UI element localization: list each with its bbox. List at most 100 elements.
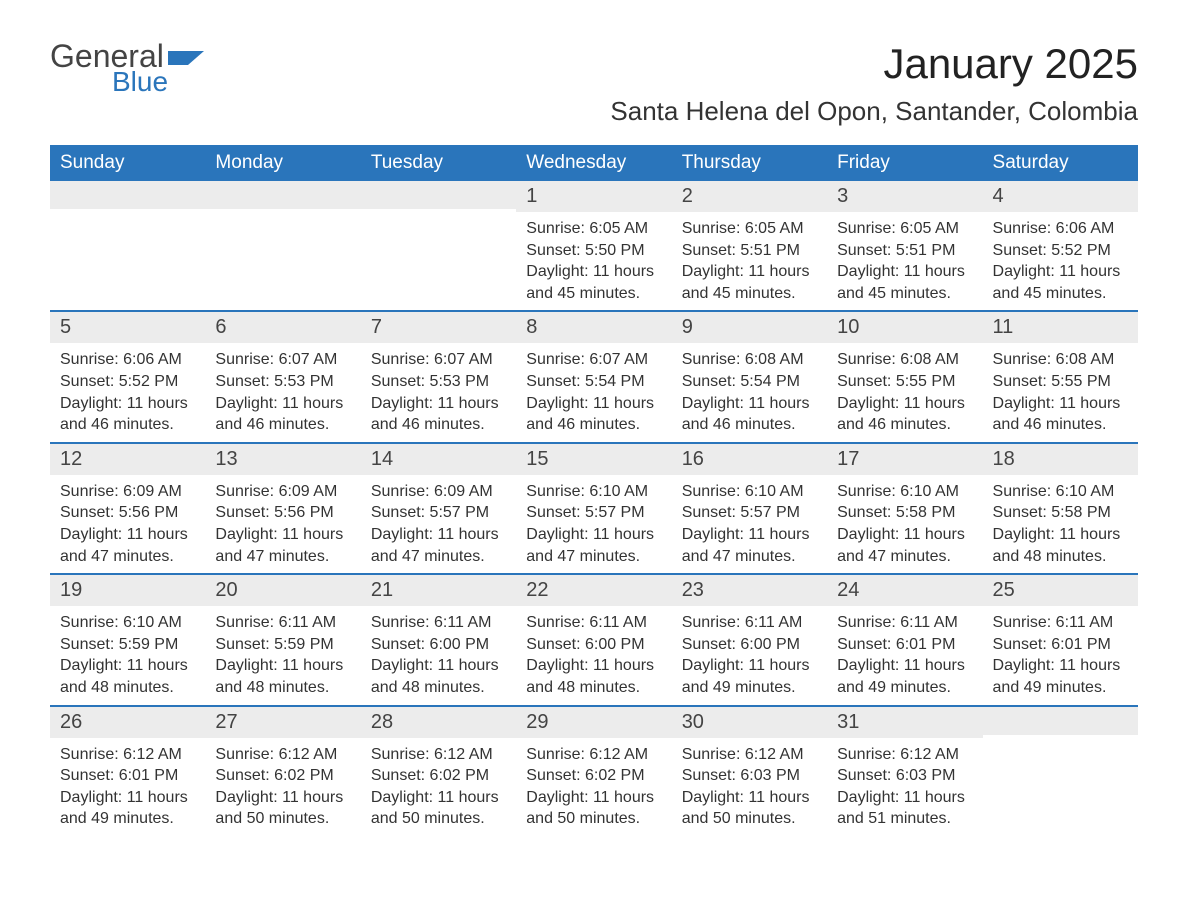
calendar-cell xyxy=(361,181,516,310)
daylight-text: Daylight: 11 hours and 49 minutes. xyxy=(60,787,195,830)
calendar-cell xyxy=(983,707,1138,836)
calendar-cell: 3Sunrise: 6:05 AMSunset: 5:51 PMDaylight… xyxy=(827,181,982,310)
cell-body: Sunrise: 6:06 AMSunset: 5:52 PMDaylight:… xyxy=(50,343,205,441)
day-number xyxy=(983,707,1138,735)
day-number: 17 xyxy=(827,444,982,475)
day-number: 2 xyxy=(672,181,827,212)
calendar-cell: 14Sunrise: 6:09 AMSunset: 5:57 PMDayligh… xyxy=(361,444,516,573)
sunset-text: Sunset: 5:56 PM xyxy=(215,502,350,524)
daylight-text: Daylight: 11 hours and 47 minutes. xyxy=(371,524,506,567)
sunset-text: Sunset: 5:54 PM xyxy=(682,371,817,393)
daylight-text: Daylight: 11 hours and 51 minutes. xyxy=(837,787,972,830)
day-number: 9 xyxy=(672,312,827,343)
cell-body: Sunrise: 6:12 AMSunset: 6:03 PMDaylight:… xyxy=(827,738,982,836)
daylight-text: Daylight: 11 hours and 47 minutes. xyxy=(215,524,350,567)
sunrise-text: Sunrise: 6:10 AM xyxy=(60,612,195,634)
sunset-text: Sunset: 6:03 PM xyxy=(682,765,817,787)
calendar-cell: 22Sunrise: 6:11 AMSunset: 6:00 PMDayligh… xyxy=(516,575,671,704)
dayhead-tuesday: Tuesday xyxy=(361,145,516,181)
cell-body: Sunrise: 6:12 AMSunset: 6:01 PMDaylight:… xyxy=(50,738,205,836)
daylight-text: Daylight: 11 hours and 45 minutes. xyxy=(682,261,817,304)
sunrise-text: Sunrise: 6:06 AM xyxy=(993,218,1128,240)
location: Santa Helena del Opon, Santander, Colomb… xyxy=(610,96,1138,127)
day-number: 31 xyxy=(827,707,982,738)
calendar-cell: 10Sunrise: 6:08 AMSunset: 5:55 PMDayligh… xyxy=(827,312,982,441)
dayhead-thursday: Thursday xyxy=(672,145,827,181)
sunrise-text: Sunrise: 6:11 AM xyxy=(371,612,506,634)
daylight-text: Daylight: 11 hours and 46 minutes. xyxy=(993,393,1128,436)
sunset-text: Sunset: 6:00 PM xyxy=(682,634,817,656)
daylight-text: Daylight: 11 hours and 47 minutes. xyxy=(837,524,972,567)
daylight-text: Daylight: 11 hours and 46 minutes. xyxy=(682,393,817,436)
sunrise-text: Sunrise: 6:10 AM xyxy=(682,481,817,503)
sunrise-text: Sunrise: 6:08 AM xyxy=(837,349,972,371)
sunrise-text: Sunrise: 6:08 AM xyxy=(993,349,1128,371)
sunrise-text: Sunrise: 6:10 AM xyxy=(993,481,1128,503)
cell-body: Sunrise: 6:07 AMSunset: 5:53 PMDaylight:… xyxy=(361,343,516,441)
sunset-text: Sunset: 5:54 PM xyxy=(526,371,661,393)
sunrise-text: Sunrise: 6:11 AM xyxy=(215,612,350,634)
day-number: 18 xyxy=(983,444,1138,475)
sunset-text: Sunset: 5:59 PM xyxy=(60,634,195,656)
sunset-text: Sunset: 5:52 PM xyxy=(60,371,195,393)
daylight-text: Daylight: 11 hours and 46 minutes. xyxy=(371,393,506,436)
week-row: 5Sunrise: 6:06 AMSunset: 5:52 PMDaylight… xyxy=(50,310,1138,441)
dayhead-saturday: Saturday xyxy=(983,145,1138,181)
sunset-text: Sunset: 6:02 PM xyxy=(371,765,506,787)
calendar-cell: 29Sunrise: 6:12 AMSunset: 6:02 PMDayligh… xyxy=(516,707,671,836)
header: General Blue January 2025 Santa Helena d… xyxy=(50,40,1138,127)
sunset-text: Sunset: 5:53 PM xyxy=(215,371,350,393)
cell-body: Sunrise: 6:11 AMSunset: 6:01 PMDaylight:… xyxy=(827,606,982,704)
cell-body: Sunrise: 6:10 AMSunset: 5:58 PMDaylight:… xyxy=(827,475,982,573)
cell-body: Sunrise: 6:11 AMSunset: 6:00 PMDaylight:… xyxy=(672,606,827,704)
calendar-cell: 2Sunrise: 6:05 AMSunset: 5:51 PMDaylight… xyxy=(672,181,827,310)
daylight-text: Daylight: 11 hours and 49 minutes. xyxy=(993,655,1128,698)
daylight-text: Daylight: 11 hours and 47 minutes. xyxy=(60,524,195,567)
day-number: 3 xyxy=(827,181,982,212)
sunrise-text: Sunrise: 6:12 AM xyxy=(526,744,661,766)
cell-body: Sunrise: 6:09 AMSunset: 5:57 PMDaylight:… xyxy=(361,475,516,573)
sunset-text: Sunset: 6:01 PM xyxy=(993,634,1128,656)
calendar: Sunday Monday Tuesday Wednesday Thursday… xyxy=(50,145,1138,836)
sunrise-text: Sunrise: 6:05 AM xyxy=(837,218,972,240)
calendar-cell: 13Sunrise: 6:09 AMSunset: 5:56 PMDayligh… xyxy=(205,444,360,573)
daylight-text: Daylight: 11 hours and 46 minutes. xyxy=(60,393,195,436)
sunset-text: Sunset: 6:03 PM xyxy=(837,765,972,787)
dayhead-wednesday: Wednesday xyxy=(516,145,671,181)
sunset-text: Sunset: 5:52 PM xyxy=(993,240,1128,262)
cell-body xyxy=(361,209,516,297)
daylight-text: Daylight: 11 hours and 50 minutes. xyxy=(371,787,506,830)
sunset-text: Sunset: 5:57 PM xyxy=(682,502,817,524)
sunrise-text: Sunrise: 6:09 AM xyxy=(60,481,195,503)
calendar-cell: 21Sunrise: 6:11 AMSunset: 6:00 PMDayligh… xyxy=(361,575,516,704)
sunrise-text: Sunrise: 6:10 AM xyxy=(837,481,972,503)
sunset-text: Sunset: 5:50 PM xyxy=(526,240,661,262)
sunset-text: Sunset: 5:56 PM xyxy=(60,502,195,524)
sunrise-text: Sunrise: 6:09 AM xyxy=(371,481,506,503)
calendar-cell: 18Sunrise: 6:10 AMSunset: 5:58 PMDayligh… xyxy=(983,444,1138,573)
sunrise-text: Sunrise: 6:12 AM xyxy=(215,744,350,766)
sunrise-text: Sunrise: 6:11 AM xyxy=(682,612,817,634)
sunset-text: Sunset: 5:53 PM xyxy=(371,371,506,393)
calendar-cell: 1Sunrise: 6:05 AMSunset: 5:50 PMDaylight… xyxy=(516,181,671,310)
day-number: 15 xyxy=(516,444,671,475)
calendar-cell: 7Sunrise: 6:07 AMSunset: 5:53 PMDaylight… xyxy=(361,312,516,441)
day-number: 13 xyxy=(205,444,360,475)
day-number: 25 xyxy=(983,575,1138,606)
day-number: 22 xyxy=(516,575,671,606)
sunset-text: Sunset: 6:00 PM xyxy=(526,634,661,656)
calendar-cell: 15Sunrise: 6:10 AMSunset: 5:57 PMDayligh… xyxy=(516,444,671,573)
cell-body: Sunrise: 6:10 AMSunset: 5:59 PMDaylight:… xyxy=(50,606,205,704)
daylight-text: Daylight: 11 hours and 50 minutes. xyxy=(526,787,661,830)
day-number: 6 xyxy=(205,312,360,343)
cell-body: Sunrise: 6:08 AMSunset: 5:55 PMDaylight:… xyxy=(827,343,982,441)
day-number: 24 xyxy=(827,575,982,606)
month-title: January 2025 xyxy=(610,40,1138,88)
cell-body: Sunrise: 6:11 AMSunset: 6:00 PMDaylight:… xyxy=(361,606,516,704)
calendar-cell: 12Sunrise: 6:09 AMSunset: 5:56 PMDayligh… xyxy=(50,444,205,573)
calendar-cell xyxy=(50,181,205,310)
day-number: 28 xyxy=(361,707,516,738)
calendar-cell: 24Sunrise: 6:11 AMSunset: 6:01 PMDayligh… xyxy=(827,575,982,704)
daylight-text: Daylight: 11 hours and 50 minutes. xyxy=(682,787,817,830)
dayhead-friday: Friday xyxy=(827,145,982,181)
